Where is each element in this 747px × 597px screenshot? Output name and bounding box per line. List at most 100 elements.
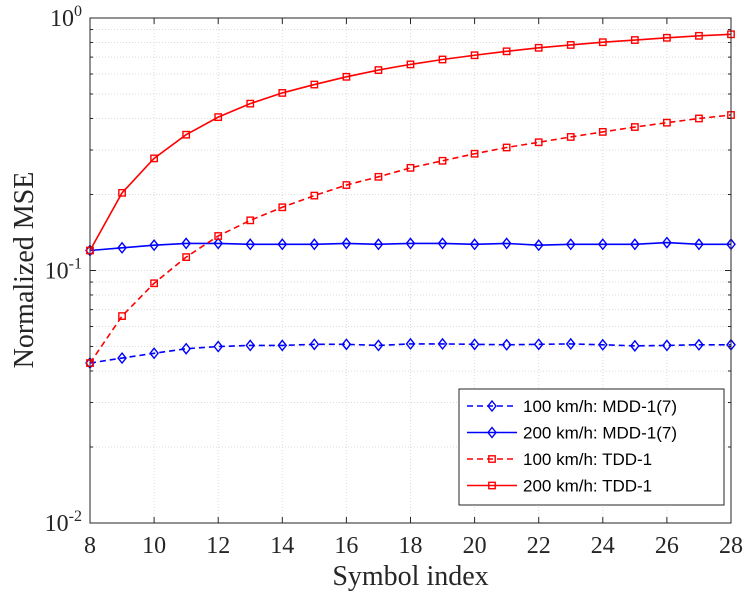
- data-point: [246, 216, 255, 225]
- data-point: [533, 239, 544, 252]
- x-tick-label: 16: [334, 533, 358, 559]
- data-point: [663, 118, 671, 127]
- legend-label: 200 km/h: TDD-1: [523, 477, 652, 496]
- data-point: [214, 232, 223, 240]
- data-point: [245, 339, 256, 352]
- data-point: [278, 203, 287, 212]
- data-point: [373, 339, 384, 352]
- data-point: [374, 66, 383, 74]
- data-point: [277, 339, 288, 352]
- data-point: [342, 72, 351, 81]
- data-point: [245, 238, 256, 251]
- legend-entry: 100 km/h: MDD-1(7): [467, 397, 677, 416]
- data-point: [373, 238, 384, 251]
- data-point: [630, 123, 639, 131]
- data-point: [629, 339, 640, 352]
- data-point: [342, 181, 351, 189]
- data-point: [662, 236, 672, 249]
- data-point: [182, 253, 191, 261]
- data-point: [598, 38, 607, 47]
- data-point: [118, 188, 126, 197]
- data-point: [629, 238, 640, 251]
- data-point: [662, 339, 672, 352]
- data-point: [341, 237, 352, 250]
- data-point: [502, 47, 511, 56]
- data-point: [309, 238, 320, 251]
- data-point: [470, 51, 479, 60]
- series-line: [89, 343, 731, 364]
- data-point: [117, 241, 127, 254]
- data-point: [277, 238, 288, 251]
- x-tick-label: 20: [463, 533, 487, 559]
- y-axis-title: Normalized MSE: [9, 172, 40, 369]
- x-tick-label: 22: [527, 533, 551, 559]
- y-tick-exponent: 0: [74, 3, 82, 20]
- data-point: [694, 238, 704, 251]
- data-point: [149, 239, 159, 252]
- data-point: [695, 114, 703, 123]
- data-point: [534, 138, 543, 147]
- data-point: [117, 351, 127, 365]
- data-point: [406, 60, 415, 69]
- y-tick-label: 10-1: [45, 256, 82, 285]
- data-point: [310, 80, 319, 89]
- data-point: [469, 338, 480, 351]
- series-line: [89, 114, 732, 364]
- data-point: [438, 55, 447, 64]
- data-point: [597, 338, 608, 351]
- data-point: [438, 156, 447, 165]
- data-point: [565, 238, 576, 251]
- x-tick-label: 28: [719, 533, 743, 559]
- data-point: [310, 191, 319, 200]
- data-point: [566, 133, 575, 141]
- data-point: [341, 338, 352, 351]
- legend-label: 200 km/h: MDD-1(7): [523, 424, 677, 443]
- data-point: [150, 279, 158, 288]
- legend-entry: 100 km/h: TDD-1: [467, 450, 652, 469]
- legend-label: 100 km/h: MDD-1(7): [523, 397, 677, 416]
- data-point: [501, 237, 512, 250]
- data-point: [406, 163, 415, 172]
- x-tick-label: 12: [206, 533, 230, 559]
- data-point: [598, 127, 607, 136]
- legend-entry: 200 km/h: MDD-1(7): [467, 424, 677, 443]
- series-line: [89, 33, 732, 251]
- legend: 100 km/h: MDD-1(7) 200 km/h: MDD-1(7) 100 …: [458, 388, 725, 506]
- y-tick-exponent: -1: [69, 256, 82, 273]
- legend-label: 100 km/h: TDD-1: [523, 450, 652, 469]
- x-tick-label: 26: [655, 533, 679, 559]
- data-point: [118, 312, 126, 320]
- data-point: [469, 238, 480, 251]
- data-point: [374, 172, 383, 181]
- data-point: [278, 89, 287, 97]
- y-tick-exponent: -2: [69, 508, 82, 525]
- data-point: [214, 113, 223, 122]
- data-point: [405, 237, 416, 250]
- data-point: [405, 337, 416, 351]
- data-point: [213, 340, 224, 353]
- legend-marker: [487, 426, 497, 439]
- series-line: [89, 241, 731, 252]
- data-point: [150, 154, 158, 163]
- y-tick-base: 10: [50, 6, 74, 32]
- legend-marker: [487, 399, 497, 413]
- data-point: [663, 33, 671, 42]
- data-point: [533, 338, 544, 351]
- x-tick-label: 14: [270, 533, 294, 559]
- data-point: [534, 43, 543, 52]
- x-tick-label: 8: [84, 533, 96, 559]
- data-point: [630, 36, 639, 44]
- y-tick-label: 100: [50, 3, 82, 32]
- data-point: [470, 149, 479, 158]
- data-point: [181, 342, 192, 355]
- legend-entry: 200 km/h: TDD-1: [467, 477, 652, 496]
- data-point: [309, 338, 320, 351]
- data-point: [437, 237, 448, 250]
- data-point: [695, 31, 703, 40]
- data-point: [246, 99, 255, 108]
- data-point: [213, 237, 224, 250]
- series-3: [86, 111, 735, 367]
- data-point: [437, 337, 448, 351]
